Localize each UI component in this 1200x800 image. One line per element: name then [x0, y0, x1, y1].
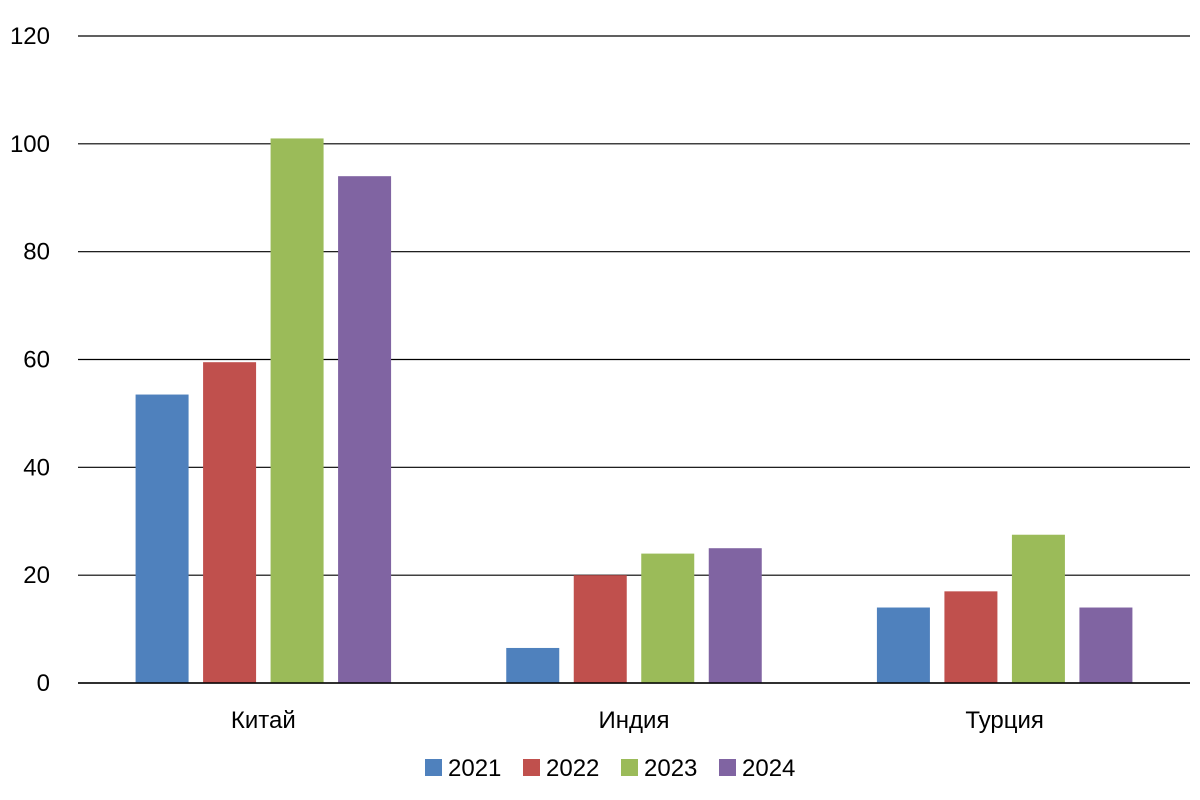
- legend-item-2021: 2021: [425, 755, 501, 782]
- y-tick-label: 100: [10, 131, 50, 158]
- bar-Турция-2023: [1011, 534, 1065, 683]
- grid-lines: [78, 35, 1190, 684]
- y-tick-label: 0: [37, 670, 50, 697]
- bar-Китай-2022: [203, 362, 257, 683]
- legend-label: 2022: [546, 755, 599, 782]
- legend-swatch: [621, 759, 638, 776]
- legend-item-2024: 2024: [719, 755, 795, 782]
- category-label: Китай: [231, 707, 296, 734]
- y-axis: 0 20 40 60 80 100 120: [10, 23, 50, 697]
- x-axis: Китай Индия Турция: [78, 682, 1190, 734]
- y-tick-label: 60: [23, 347, 50, 374]
- bar-Китай-2021: [135, 394, 189, 683]
- bar-Индия-2023: [641, 553, 695, 683]
- legend-label: 2023: [644, 755, 697, 782]
- bar-Турция-2021: [876, 607, 930, 683]
- bar-Индия-2021: [506, 647, 560, 683]
- category-label: Турция: [965, 707, 1044, 734]
- y-tick-label: 80: [23, 239, 50, 266]
- y-tick-label: 20: [23, 562, 50, 589]
- bar-Индия-2024: [708, 548, 762, 683]
- y-tick-label: 120: [10, 23, 50, 50]
- bars: [135, 138, 1133, 684]
- legend-label: 2024: [742, 755, 795, 782]
- category-label: Индия: [599, 707, 670, 734]
- legend-item-2023: 2023: [621, 755, 697, 782]
- y-tick-label: 40: [23, 454, 50, 481]
- legend-label: 2021: [448, 755, 501, 782]
- legend-item-2022: 2022: [523, 755, 599, 782]
- legend: 2021 2022 2023 2024: [425, 755, 795, 782]
- bar-Китай-2023: [270, 138, 324, 684]
- bar-Индия-2022: [573, 575, 627, 683]
- bar-Китай-2024: [338, 176, 392, 683]
- legend-swatch: [719, 759, 736, 776]
- bar-Турция-2022: [944, 591, 998, 683]
- legend-swatch: [523, 759, 540, 776]
- bar-Турция-2024: [1079, 607, 1133, 683]
- legend-swatch: [425, 759, 442, 776]
